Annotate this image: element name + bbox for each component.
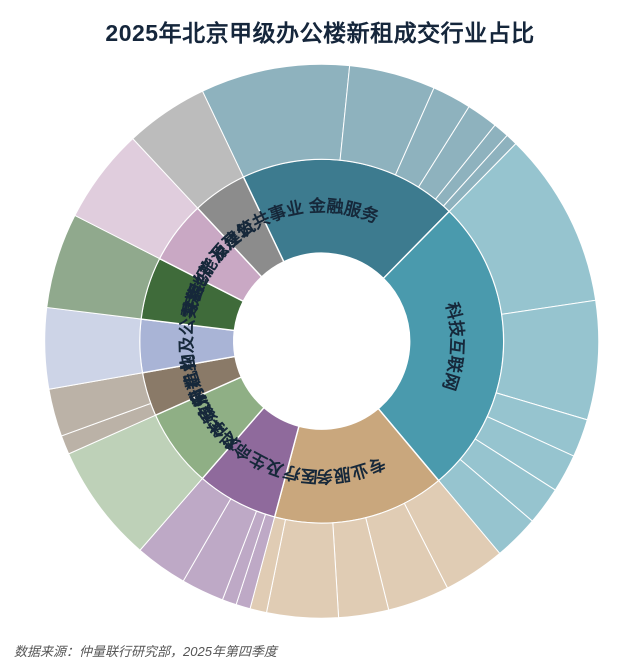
svg-text:互: 互 xyxy=(447,338,467,356)
svg-text:及: 及 xyxy=(177,335,196,353)
svg-text:金: 金 xyxy=(307,195,327,216)
svg-text:构: 构 xyxy=(177,353,199,373)
svg-text:融: 融 xyxy=(326,197,345,218)
svg-text:技: 技 xyxy=(446,319,468,339)
svg-text:医: 医 xyxy=(300,465,319,485)
